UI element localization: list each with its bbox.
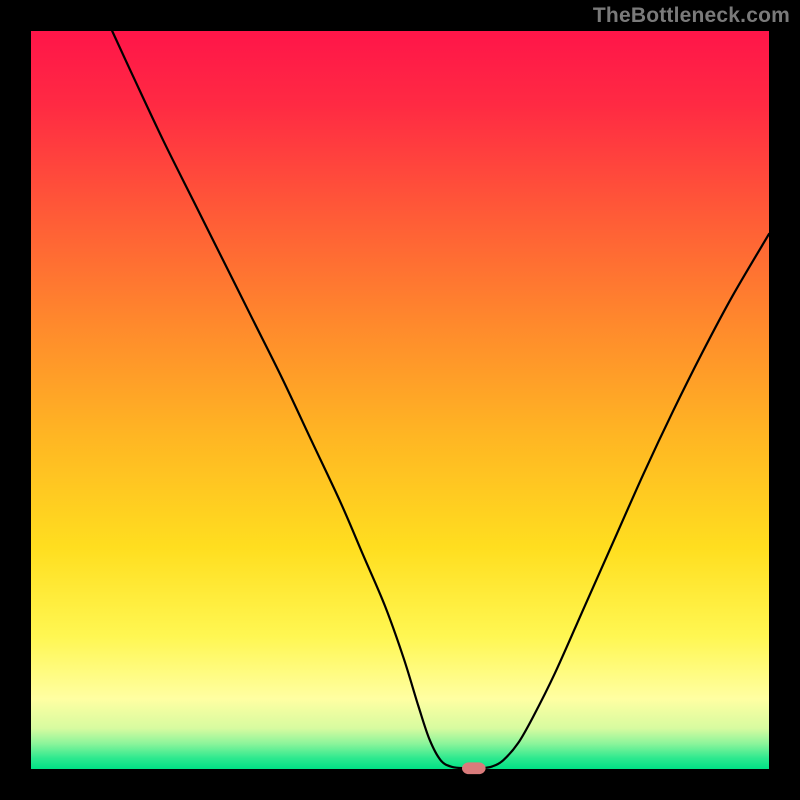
optimal-marker	[462, 762, 486, 774]
bottleneck-chart	[0, 0, 800, 800]
watermark-text: TheBottleneck.com	[593, 4, 790, 28]
chart-gradient-background	[31, 31, 769, 769]
